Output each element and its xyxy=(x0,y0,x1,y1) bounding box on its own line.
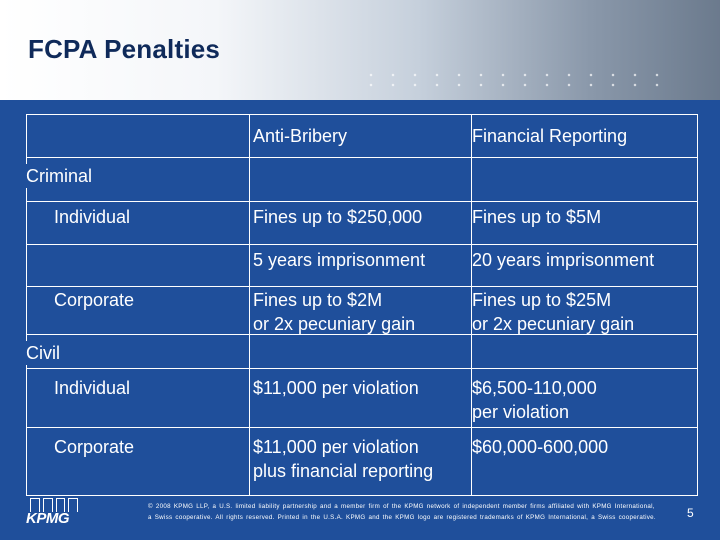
table-border-right xyxy=(697,114,698,496)
table-border-top xyxy=(26,114,698,115)
row-label-civil-corporate: Corporate xyxy=(54,437,135,457)
section-label-civil: Civil xyxy=(26,341,66,365)
page-number: 5 xyxy=(687,506,694,520)
cell-civil-individual-fr-line2: per violation xyxy=(472,402,570,422)
table-border-left xyxy=(26,114,27,496)
table-line-civil xyxy=(26,368,698,369)
table-divider-1 xyxy=(249,114,250,496)
cell-criminal-individual-ab-prison: 5 years imprisonment xyxy=(253,250,426,270)
copyright-notice: © 2008 KPMG LLP, a U.S. limited liabilit… xyxy=(148,501,693,523)
table-line-header xyxy=(26,157,698,158)
table-line-row3 xyxy=(26,334,698,335)
banner-texture xyxy=(360,70,660,90)
cell-criminal-corporate-ab-line1: Fines up to $2M xyxy=(253,290,383,310)
cell-civil-corporate-fr: $60,000-600,000 xyxy=(472,437,609,457)
kpmg-logo-text: KPMG xyxy=(26,510,70,527)
table-line-row4 xyxy=(26,427,698,428)
kpmg-logo-bars xyxy=(30,498,78,512)
cell-civil-individual-ab: $11,000 per violation xyxy=(253,378,419,398)
table-line-row2 xyxy=(26,286,698,287)
cell-criminal-corporate-fr-line1: Fines up to $25M xyxy=(472,290,612,310)
cell-criminal-individual-fr-prison: 20 years imprisonment xyxy=(472,250,655,270)
copyright-line-2: a Swiss cooperative. All rights reserved… xyxy=(148,514,656,521)
header-banner xyxy=(0,0,720,100)
section-label-criminal: Criminal xyxy=(26,164,99,188)
row-label-criminal-individual: Individual xyxy=(54,207,131,227)
cell-criminal-individual-fr-fine: Fines up to $5M xyxy=(472,207,602,227)
content-panel xyxy=(0,100,720,540)
kpmg-logo: KPMG xyxy=(26,498,86,532)
cell-civil-individual-fr-line1: $6,500-110,000 xyxy=(472,378,597,398)
table-divider-2 xyxy=(471,114,472,496)
cell-criminal-corporate-ab-line2: or 2x pecuniary gain xyxy=(253,314,416,334)
copyright-line-1: © 2008 KPMG LLP, a U.S. limited liabilit… xyxy=(148,503,655,510)
table-line-criminal xyxy=(26,201,698,202)
table-border-bottom xyxy=(26,495,698,496)
header-financial-reporting: Financial Reporting xyxy=(472,126,628,146)
header-anti-bribery: Anti-Bribery xyxy=(253,126,348,146)
cell-criminal-individual-ab-fine: Fines up to $250,000 xyxy=(253,207,423,227)
cell-civil-corporate-ab-line2: plus financial reporting xyxy=(253,461,434,481)
cell-criminal-corporate-fr-line2: or 2x pecuniary gain xyxy=(472,314,635,334)
slide-title: FCPA Penalties xyxy=(28,34,221,64)
penalties-table xyxy=(26,114,698,496)
cell-civil-corporate-ab-line1: $11,000 per violation xyxy=(253,437,419,457)
row-label-civil-individual: Individual xyxy=(54,378,131,398)
table-line-row1 xyxy=(26,244,698,245)
row-label-criminal-corporate: Corporate xyxy=(54,290,135,310)
